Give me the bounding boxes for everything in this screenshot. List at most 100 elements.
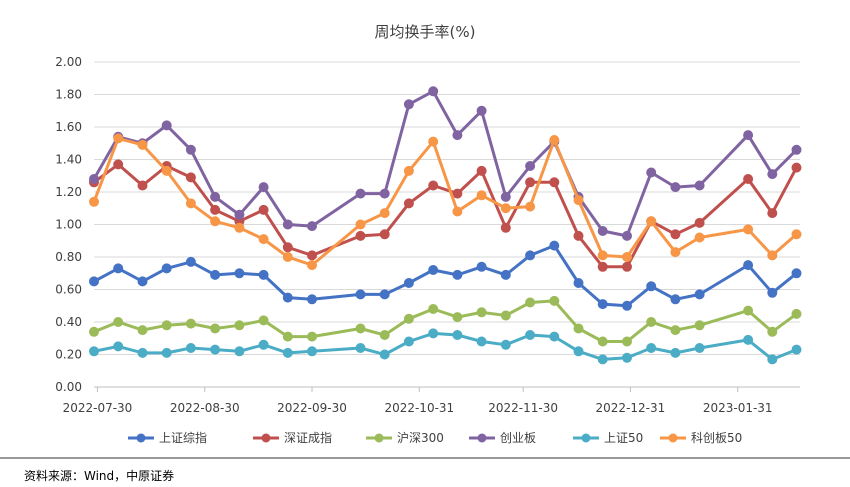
data-point <box>282 347 293 358</box>
data-point <box>525 201 536 212</box>
data-point <box>379 229 390 240</box>
data-point <box>597 354 608 365</box>
chart-title: 周均换手率(%) <box>375 23 476 41</box>
y-tick-label: 0.60 <box>55 283 82 297</box>
legend-item: 创业板 <box>469 431 536 445</box>
data-point <box>355 219 366 230</box>
data-point <box>113 159 124 170</box>
data-point <box>282 292 293 303</box>
data-point <box>355 323 366 334</box>
data-point <box>646 317 657 327</box>
data-point <box>670 294 681 305</box>
data-point <box>210 323 221 334</box>
data-point <box>379 349 390 360</box>
data-point <box>185 172 196 183</box>
data-point <box>403 99 414 110</box>
data-point <box>573 278 584 288</box>
legend-label: 上证综指 <box>159 430 207 445</box>
data-point <box>743 260 754 271</box>
x-tick-label: 2022-08-30 <box>170 401 240 415</box>
data-point <box>500 191 511 202</box>
data-point <box>403 278 414 288</box>
data-point <box>282 219 293 230</box>
y-tick-label: 0.00 <box>55 380 82 394</box>
data-point <box>258 315 269 326</box>
data-point <box>428 328 439 339</box>
data-point <box>403 165 414 176</box>
data-point <box>452 312 463 323</box>
data-point <box>767 208 778 219</box>
data-point <box>743 305 754 316</box>
data-point <box>476 105 487 116</box>
data-point <box>622 252 632 262</box>
data-point <box>428 180 439 191</box>
data-point <box>452 206 463 217</box>
data-point <box>234 268 245 279</box>
data-point <box>185 318 196 329</box>
legend-swatch-marker <box>136 433 146 443</box>
data-point <box>597 226 608 236</box>
data-point <box>694 289 705 300</box>
data-point <box>210 269 221 280</box>
data-point <box>597 250 608 261</box>
data-point <box>476 307 487 318</box>
data-point <box>791 344 802 355</box>
legend-item: 深证成指 <box>253 430 332 445</box>
data-point <box>185 256 196 267</box>
data-point <box>743 174 754 184</box>
data-point <box>549 331 560 342</box>
data-point <box>476 336 487 347</box>
legend-item: 上证综指 <box>128 430 207 445</box>
data-point <box>428 136 439 147</box>
data-point <box>89 174 99 184</box>
data-point <box>597 299 608 310</box>
data-point <box>258 339 269 350</box>
data-point <box>500 339 511 350</box>
data-point <box>622 300 632 311</box>
data-point <box>791 144 802 155</box>
x-axis: 2022-07-30 2022-08-30 2022-09-30 2022-10-31… <box>63 386 800 415</box>
data-point <box>355 289 366 300</box>
y-tick-label: 1.80 <box>55 88 82 102</box>
data-point <box>743 224 754 235</box>
series-line <box>93 244 798 308</box>
data-point <box>525 330 536 340</box>
data-point <box>694 217 705 228</box>
data-point <box>210 191 221 202</box>
data-point <box>670 325 681 336</box>
data-point <box>403 313 414 324</box>
data-point <box>670 182 681 193</box>
y-tick-label: 0.80 <box>55 250 82 264</box>
data-point <box>403 198 414 209</box>
data-point <box>379 330 390 340</box>
data-point <box>258 234 269 245</box>
data-point <box>379 289 390 300</box>
data-point <box>525 161 536 171</box>
data-point <box>307 294 317 305</box>
data-point <box>646 167 657 178</box>
data-point <box>500 203 511 214</box>
data-point <box>234 320 245 331</box>
series-line <box>92 136 798 267</box>
x-tick-label: 2023-01-31 <box>703 401 773 415</box>
legend-label: 沪深300 <box>397 431 444 445</box>
legend-swatch-marker <box>668 433 678 443</box>
data-point <box>573 230 584 241</box>
data-point <box>282 331 293 342</box>
data-point <box>282 242 293 253</box>
data-point <box>161 320 172 331</box>
y-tick-label: 0.20 <box>55 348 82 362</box>
legend-swatch-marker <box>477 433 487 443</box>
series-line <box>93 299 798 343</box>
data-point <box>525 250 536 261</box>
data-point <box>355 343 366 353</box>
y-tick-label: 1.00 <box>55 218 82 232</box>
data-point <box>137 347 148 358</box>
legend-label: 创业板 <box>500 431 536 445</box>
data-point <box>210 344 221 355</box>
data-point <box>161 263 172 274</box>
legend-swatch-marker <box>261 433 271 443</box>
series-line <box>93 331 798 361</box>
x-tick-label: 2022-12-31 <box>596 401 666 415</box>
data-point <box>670 229 681 240</box>
